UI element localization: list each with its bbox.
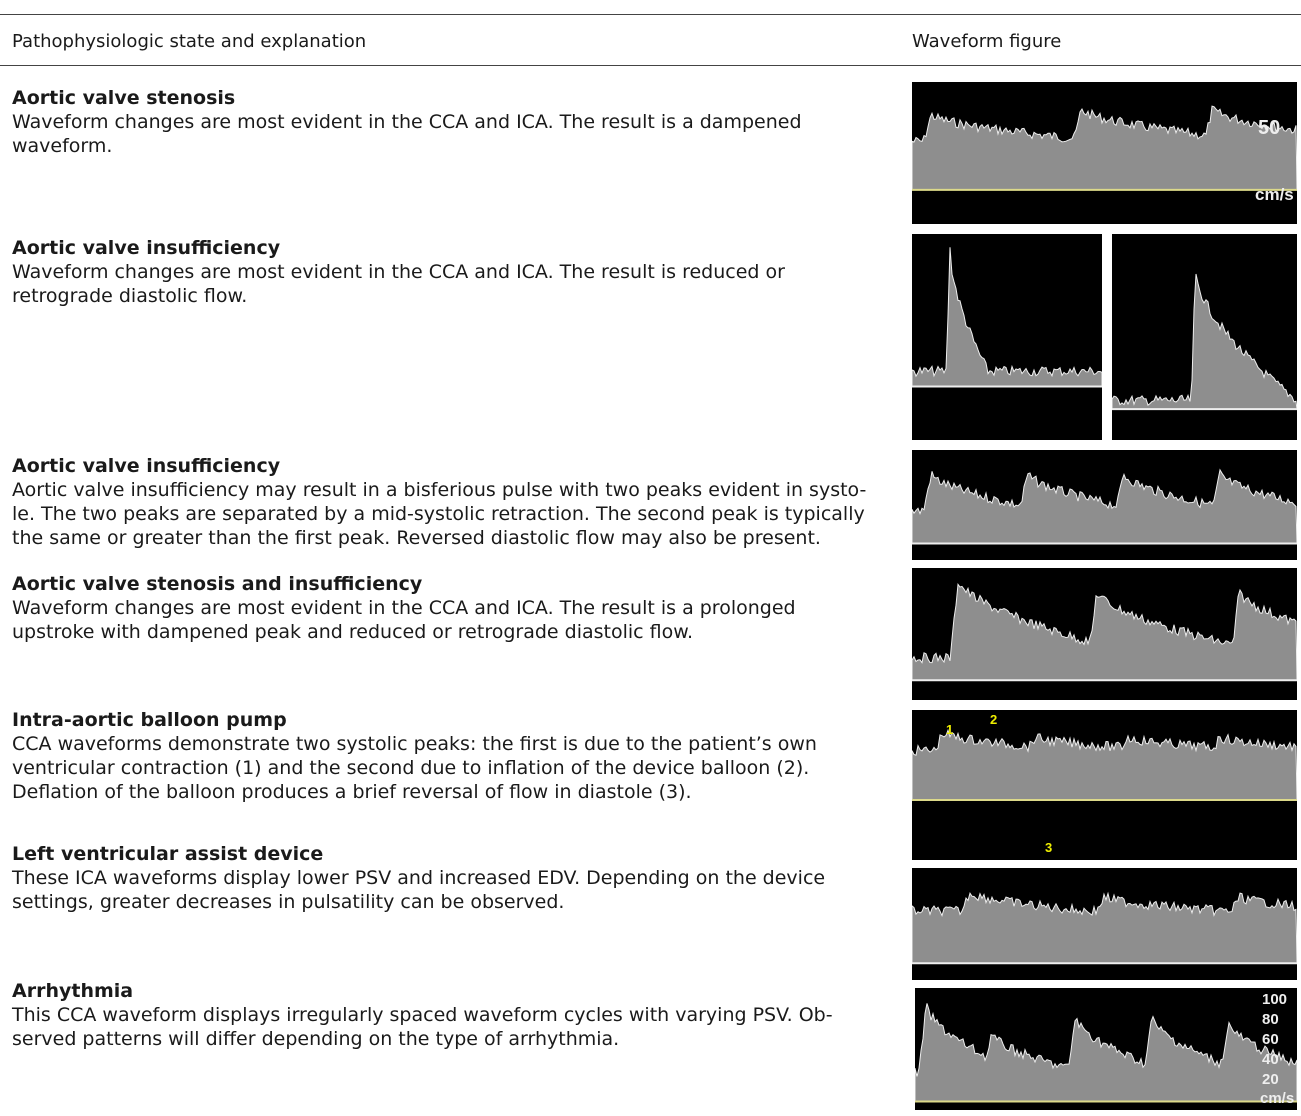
row-line: Waveform changes are most evident in the…: [12, 111, 802, 133]
waveform-figure: [912, 568, 1297, 700]
row-title: Arrhythmia: [12, 980, 134, 1002]
row-title: Aortic valve stenosis: [12, 87, 236, 109]
waveform-figure: [1112, 234, 1297, 440]
row-line: Aortic valve insufficiency may result in…: [12, 479, 867, 501]
waveform: [912, 247, 1102, 387]
waveform: [912, 105, 1297, 191]
row-line: These ICA waveforms display lower PSV an…: [12, 867, 826, 889]
row-line: Deflation of the balloon produces a brie…: [12, 781, 692, 803]
row-text: Aortic valve stenosis and insufficiency W…: [12, 572, 796, 644]
row-text: Aortic valve insufficiency Aortic valve i…: [12, 454, 866, 550]
row-line: waveform.: [12, 135, 113, 157]
waveform: [1112, 273, 1297, 410]
row-line: Waveform changes are most evident in the…: [12, 597, 796, 619]
row-title: Aortic valve insufficiency: [12, 455, 281, 477]
row-line: le. The two peaks are separated by a mid…: [12, 503, 865, 525]
row-title: Aortic valve stenosis and insufficiency: [12, 573, 423, 595]
row-text: Aortic valve stenosis Waveform changes ar…: [12, 86, 802, 158]
waveform: [912, 891, 1297, 964]
figure-label: 1: [946, 722, 953, 737]
figure-label: cm/s: [1260, 1090, 1294, 1107]
row-title: Left ventricular assist device: [12, 843, 324, 865]
waveform: [912, 728, 1297, 801]
waveform-figure: [912, 450, 1297, 560]
figure-label: 3: [1045, 840, 1052, 855]
waveform-figure: 1 2 3: [912, 710, 1297, 860]
row-line: This CCA waveform displays irregularly s…: [12, 1004, 833, 1026]
figure-label: 100: [1262, 991, 1287, 1008]
row-line: CCA waveforms demonstrate two systolic p…: [12, 733, 817, 755]
header-rule: [0, 65, 1301, 66]
row-text: Intra-aortic balloon pump CCA waveforms d…: [12, 708, 817, 804]
row-line: Waveform changes are most evident in the…: [12, 261, 785, 283]
row-text: Arrhythmia This CCA waveform displays irr…: [12, 979, 833, 1051]
figure-label: 80: [1262, 1011, 1279, 1028]
figure-label: 50: [1258, 117, 1280, 139]
figure-label: 40: [1262, 1051, 1279, 1068]
row-text: Aortic valve insufficiency Waveform chang…: [12, 236, 785, 308]
column-header: Pathophysiologic state and explanation: [12, 31, 367, 52]
figure-label: cm/s: [1255, 185, 1294, 204]
row-title: Aortic valve insufficiency: [12, 237, 281, 259]
figure-label: 60: [1262, 1031, 1279, 1048]
waveform-figure: [912, 868, 1297, 980]
top-rule: [0, 14, 1301, 15]
row-line: upstroke with dampened peak and reduced …: [12, 621, 694, 643]
waveform-figure: 100 80 60 40 20 cm/s: [915, 988, 1297, 1110]
waveform: [915, 1003, 1297, 1102]
column-header: Waveform figure: [912, 31, 1062, 52]
waveform-figure: 50 cm/s: [912, 82, 1297, 224]
row-line: ventricular contraction (1) and the seco…: [12, 757, 810, 779]
waveform-figure: [912, 234, 1102, 440]
row-line: settings, greater decreases in pulsatili…: [12, 891, 565, 913]
waveform: [912, 468, 1297, 544]
waveform: [912, 582, 1297, 681]
figure-label: 20: [1262, 1071, 1279, 1088]
figure-label: 2: [990, 712, 997, 727]
row-line: retrograde diastolic flow.: [12, 285, 248, 307]
row-line: the same or greater than the first peak.…: [12, 527, 821, 549]
row-text: Left ventricular assist device These ICA …: [12, 842, 825, 914]
row-line: served patterns will differ depending on…: [12, 1028, 620, 1050]
row-title: Intra-aortic balloon pump: [12, 709, 287, 731]
